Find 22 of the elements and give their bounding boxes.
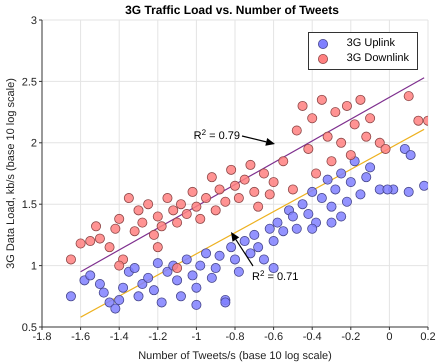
x-tick-label: -1.4 bbox=[110, 330, 129, 343]
annotation: R$^{2}$ = 0.79 bbox=[194, 128, 240, 142]
y-tick-label: 1.5 bbox=[22, 199, 37, 212]
y-tick-label: 3 bbox=[30, 14, 37, 27]
x-tick-label: -0.6 bbox=[264, 330, 284, 343]
x-tick-label: -0.8 bbox=[226, 330, 244, 343]
x-tick-label: -0.4 bbox=[302, 330, 322, 343]
x-axis-title: Number of Tweets/s (base 10 log scale) bbox=[138, 350, 332, 362]
x-tick-label: 0.2 bbox=[420, 330, 436, 343]
legend-label: 3G Uplink bbox=[346, 36, 395, 51]
chart-title: 3G Traffic Load vs. Number of Tweets bbox=[124, 3, 340, 17]
y-tick-label: 2.5 bbox=[22, 76, 37, 88]
x-tick-label: -1.2 bbox=[148, 330, 168, 343]
y-tick-label: 1 bbox=[30, 260, 37, 273]
x-tick-label: 0 bbox=[386, 330, 392, 343]
y-tick-label: 2 bbox=[30, 138, 37, 150]
x-tick-label: -1 bbox=[192, 330, 202, 343]
legend-label: 3G Downlink bbox=[346, 51, 409, 66]
x-tick-label: -1.6 bbox=[71, 330, 90, 343]
x-tick-label: -0.2 bbox=[341, 330, 360, 343]
annotation: R$^{2}$ = 0.71 bbox=[252, 268, 298, 283]
y-axis-title: 3G Data Load, kb/s (base 10 log scale) bbox=[4, 78, 17, 269]
